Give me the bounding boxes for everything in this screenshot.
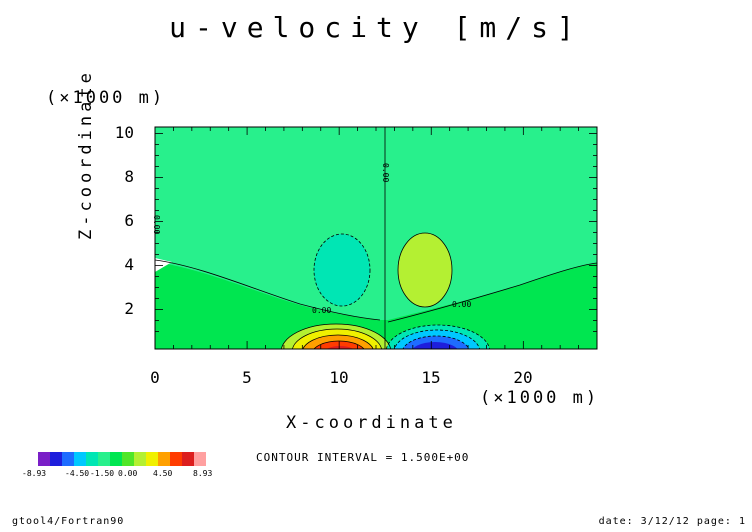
left-edge-notch <box>155 258 172 272</box>
colorbar-swatch <box>62 452 74 466</box>
contour-interval-text: CONTOUR INTERVAL = 1.500E+00 <box>256 451 470 464</box>
y-tick-label: 6 <box>124 211 134 230</box>
x-tick-label: 0 <box>150 368 160 387</box>
x-tick-label: 15 <box>421 368 440 387</box>
colorbar-swatch <box>50 452 62 466</box>
colorbar-label: 8.93 <box>193 469 212 478</box>
colorbar-swatch <box>122 452 134 466</box>
colorbar-swatch <box>170 452 182 466</box>
contour-labels: 0.00 0.00 0.00 0.00 <box>152 163 471 315</box>
zero-contour-left <box>155 259 381 321</box>
colorbar-swatch <box>158 452 170 466</box>
y-tick-label: 4 <box>124 255 134 274</box>
zero-contour-right <box>387 262 597 323</box>
footer-software: gtool4/Fortran90 <box>12 516 125 527</box>
colorbar-label: 0.00 <box>118 469 137 478</box>
x-tick-labels: 0 5 10 15 20 <box>150 368 532 387</box>
colorbar-swatch <box>74 452 86 466</box>
contour-label-right: 0.00 <box>452 300 471 309</box>
y-tick-label: 8 <box>124 167 134 186</box>
colorbar-swatch <box>98 452 110 466</box>
contour-label-edge: 0.00 <box>152 215 161 234</box>
x-tick-label: 10 <box>329 368 348 387</box>
x-axis-label: X-coordinate <box>286 413 457 433</box>
negative-lobe-core <box>420 349 448 363</box>
negative-lobe-ring-4 <box>412 342 458 349</box>
colorbar <box>38 452 206 466</box>
negative-lobe-contour-2 <box>393 329 481 349</box>
contour-fills <box>155 127 597 363</box>
positive-lobe-contour-3 <box>302 334 374 349</box>
positive-cell-contour <box>397 232 453 308</box>
x-tick-label: 20 <box>513 368 532 387</box>
positive-lobe-ring-5 <box>326 346 354 349</box>
x-tick-label: 5 <box>242 368 252 387</box>
positive-lobe-contour-1 <box>280 323 392 349</box>
footer-date-page: date: 3/12/12 page: 1 <box>598 516 746 527</box>
contour-label-left: 0.00 <box>312 306 331 315</box>
colorbar-label: -1.50 <box>90 469 114 478</box>
colorbar-swatch <box>146 452 158 466</box>
colorbar-swatch <box>134 452 146 466</box>
colorbar-label: -4.50 <box>65 469 89 478</box>
colorbar-swatch <box>38 452 50 466</box>
contour-lines <box>155 127 597 349</box>
y-tick-label: 10 <box>115 123 134 142</box>
y-tick-labels: 2 4 6 8 10 <box>115 123 134 318</box>
colorbar-label: 4.50 <box>153 469 172 478</box>
colorbar-swatch <box>194 452 206 466</box>
y-tick-label: 2 <box>124 299 134 318</box>
lower-field-region <box>155 262 597 349</box>
tick-marks <box>154 127 598 349</box>
x-axis-unit: (×1000 m) <box>480 388 600 408</box>
negative-lobe-contour-1 <box>385 324 491 349</box>
colorbar-swatch <box>110 452 122 466</box>
colorbar-swatch <box>182 452 194 466</box>
positive-lobe-core <box>331 351 349 361</box>
colorbar-label: -8.93 <box>22 469 46 478</box>
positive-lobe-contour-2 <box>291 328 383 349</box>
chart-title: u-velocity [m/s] <box>169 11 583 44</box>
contour-label-vertical: 0.00 <box>381 163 390 182</box>
negative-cell-contour <box>313 233 371 307</box>
weak-positive-cell <box>398 233 452 307</box>
colorbar-labels: -8.93 -4.50 -1.50 0.00 4.50 8.93 <box>22 469 212 478</box>
y-axis-unit: (×1000 m) <box>46 88 166 108</box>
colorbar-swatch <box>86 452 98 466</box>
weak-negative-cell <box>314 234 370 306</box>
